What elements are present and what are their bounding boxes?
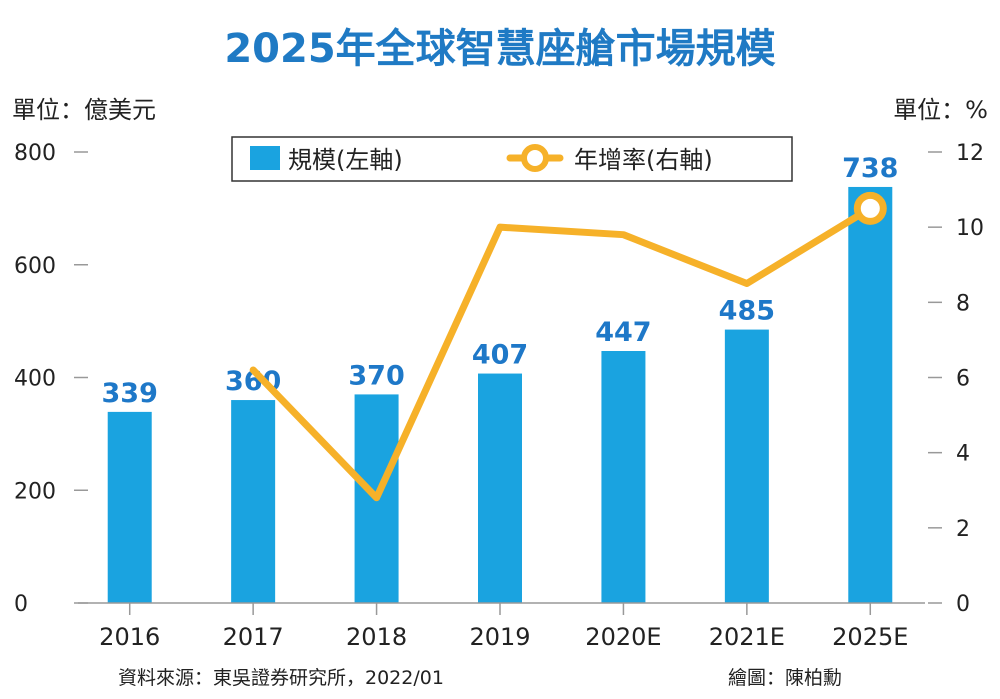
credit-note: 繪圖：陳柏勳	[728, 667, 842, 689]
right-tick-label: 4	[956, 442, 970, 467]
bar-2020E	[601, 351, 646, 603]
bar-series	[107, 186, 893, 603]
bar-2019	[478, 373, 522, 603]
bar-2016	[107, 411, 152, 603]
legend-line-marker	[521, 144, 549, 172]
legend-bar-swatch	[250, 146, 280, 170]
right-tick-label: 10	[956, 216, 984, 241]
left-tick-label: 600	[14, 254, 56, 279]
bar-label-2020E: 447	[595, 317, 651, 348]
right-tick-label: 6	[956, 367, 970, 392]
left-axis-unit-label: 單位：億美元	[12, 96, 156, 124]
x-tick-label-2025E: 2025E	[832, 623, 908, 651]
bar-label-2016: 339	[102, 378, 158, 409]
x-tick-label-2019: 2019	[469, 623, 530, 651]
bar-label-2018: 370	[348, 360, 404, 391]
right-tick-label: 8	[956, 291, 970, 316]
source-note: 資料來源：東吳證券研究所，2022/01	[118, 667, 444, 689]
x-tick-label-2017: 2017	[223, 623, 284, 651]
growth-rate-point-2018	[376, 497, 378, 499]
legend: 規模(左軸) 年增率(右軸)	[231, 136, 793, 182]
bar-label-2025E: 738	[842, 153, 898, 184]
right-axis: 0 2 4 6 8 10 12	[928, 141, 984, 617]
line-series	[249, 191, 887, 502]
bar-label-2019: 407	[472, 340, 528, 371]
growth-rate-point-2021E	[746, 283, 748, 285]
growth-rate-point-2025E	[853, 191, 887, 225]
right-tick-label: 2	[956, 517, 970, 542]
x-tick-label-2020E: 2020E	[585, 623, 661, 651]
left-tick-label: 200	[14, 479, 56, 504]
x-tick-label-2021E: 2021E	[709, 623, 785, 651]
right-axis-unit-label: 單位：%	[893, 96, 988, 124]
left-tick-label: 0	[14, 592, 28, 617]
legend-bar-label: 規模(左軸)	[288, 146, 403, 174]
x-axis: 2016 2017 2018 2019 2020E 2021E 2025E	[78, 602, 925, 651]
x-tick-label-2016: 2016	[99, 623, 160, 651]
growth-rate-line	[249, 204, 874, 502]
growth-rate-point-2019	[499, 226, 501, 228]
left-axis: 0 200 400 600 800	[14, 141, 88, 617]
growth-rate-point-2020E	[622, 234, 624, 236]
right-tick-label: 12	[956, 141, 984, 166]
left-tick-label: 800	[14, 141, 56, 166]
chart-title: 2025年全球智慧座艙市場規模	[224, 26, 775, 72]
bar-label-2021E: 485	[719, 296, 775, 327]
x-tick-label-2018: 2018	[346, 623, 407, 651]
growth-rate-point-2017	[252, 369, 254, 371]
bar-2021E	[724, 329, 769, 603]
bar-2025E	[848, 186, 893, 603]
left-tick-label: 400	[14, 367, 56, 392]
legend-line-label: 年增率(右軸)	[574, 146, 713, 174]
bar-2017	[231, 400, 276, 603]
right-tick-label: 0	[956, 592, 970, 617]
